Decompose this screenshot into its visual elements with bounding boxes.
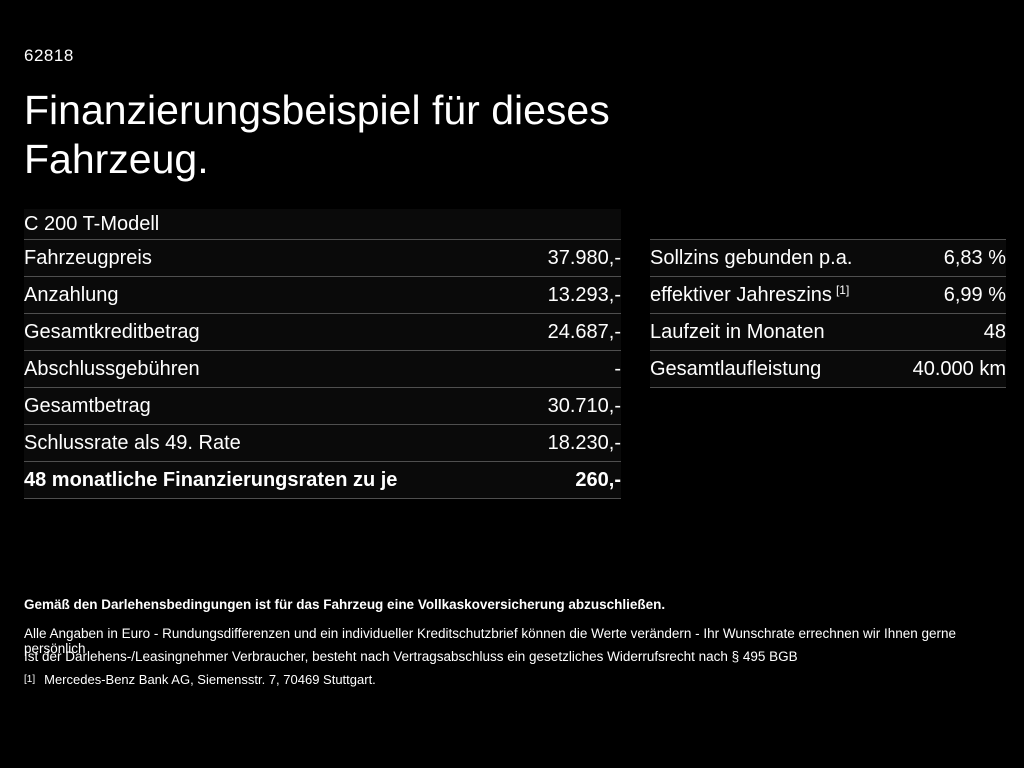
finance-row-gesamtkreditbetrag: Gesamtkreditbetrag 24.687,- [24, 314, 621, 351]
insurance-note: Gemäß den Darlehensbedingungen ist für d… [24, 597, 666, 612]
finance-row-monatsrate: 48 monatliche Finanzierungsraten zu je 2… [24, 462, 621, 499]
footnote-text: Mercedes-Benz Bank AG, Siemensstr. 7, 70… [44, 672, 376, 687]
finance-row-anzahlung: Anzahlung 13.293,- [24, 277, 621, 314]
row-label: Gesamtbetrag [24, 394, 151, 417]
row-value: 37.980,- [547, 246, 621, 269]
finance-row-abschlussgebuehren: Abschlussgebühren - [24, 351, 621, 388]
row-value: 6,99 % [943, 283, 1006, 306]
doc-number: 62818 [24, 46, 74, 65]
row-value: 260,- [575, 468, 621, 491]
row-label: Anzahlung [24, 283, 119, 306]
row-label: Laufzeit in Monaten [650, 320, 825, 343]
footnote-ref: [1] [835, 282, 850, 297]
row-value: 18.230,- [547, 431, 621, 454]
row-label: Abschlussgebühren [24, 357, 200, 380]
finance-row-fahrzeugpreis: Fahrzeugpreis 37.980,- [24, 240, 621, 277]
footnote-marker: [1] [24, 674, 36, 685]
conditions-table: Sollzins gebunden p.a. 6,83 % effektiver… [650, 239, 1006, 388]
conditions-row-effektiver-jahreszins: effektiver Jahreszins [1] 6,99 % [650, 277, 1006, 314]
row-value: 24.687,- [547, 320, 621, 343]
finance-table: Fahrzeugpreis 37.980,- Anzahlung 13.293,… [24, 239, 621, 499]
row-label: Fahrzeugpreis [24, 246, 152, 269]
model-name: C 200 T-Modell [24, 209, 621, 239]
row-label: effektiver Jahreszins [1] [650, 282, 850, 306]
conditions-row-laufzeit: Laufzeit in Monaten 48 [650, 314, 1006, 351]
row-value: 6,83 % [943, 246, 1006, 269]
conditions-row-sollzins: Sollzins gebunden p.a. 6,83 % [650, 240, 1006, 277]
page-title: Finanzierungsbeispiel für dieses Fahrzeu… [24, 87, 610, 182]
row-label: Schlussrate als 49. Rate [24, 431, 241, 454]
disclaimer-line-1: Alle Angaben in Euro - Rundungsdifferenz… [24, 626, 957, 656]
row-value: 48 [983, 320, 1006, 343]
row-value: 40.000 km [912, 357, 1006, 380]
footnote: [1] Mercedes-Benz Bank AG, Siemensstr. 7,… [24, 672, 1004, 689]
conditions-row-gesamtlaufleistung: Gesamtlaufleistung 40.000 km [650, 351, 1006, 388]
finance-row-gesamtbetrag: Gesamtbetrag 30.710,- [24, 388, 621, 425]
row-label: Gesamtlaufleistung [650, 357, 822, 380]
row-label: 48 monatliche Finanzierungsraten zu je [24, 468, 398, 491]
disclaimer-line-2: Ist der Darlehens-/Leasingnehmer Verbrau… [24, 649, 798, 664]
row-value: 30.710,- [547, 394, 621, 417]
row-value: 13.293,- [547, 283, 621, 306]
row-value: - [614, 357, 621, 380]
row-label: Gesamtkreditbetrag [24, 320, 200, 343]
row-label: Sollzins gebunden p.a. [650, 246, 853, 269]
finance-row-schlussrate: Schlussrate als 49. Rate 18.230,- [24, 425, 621, 462]
